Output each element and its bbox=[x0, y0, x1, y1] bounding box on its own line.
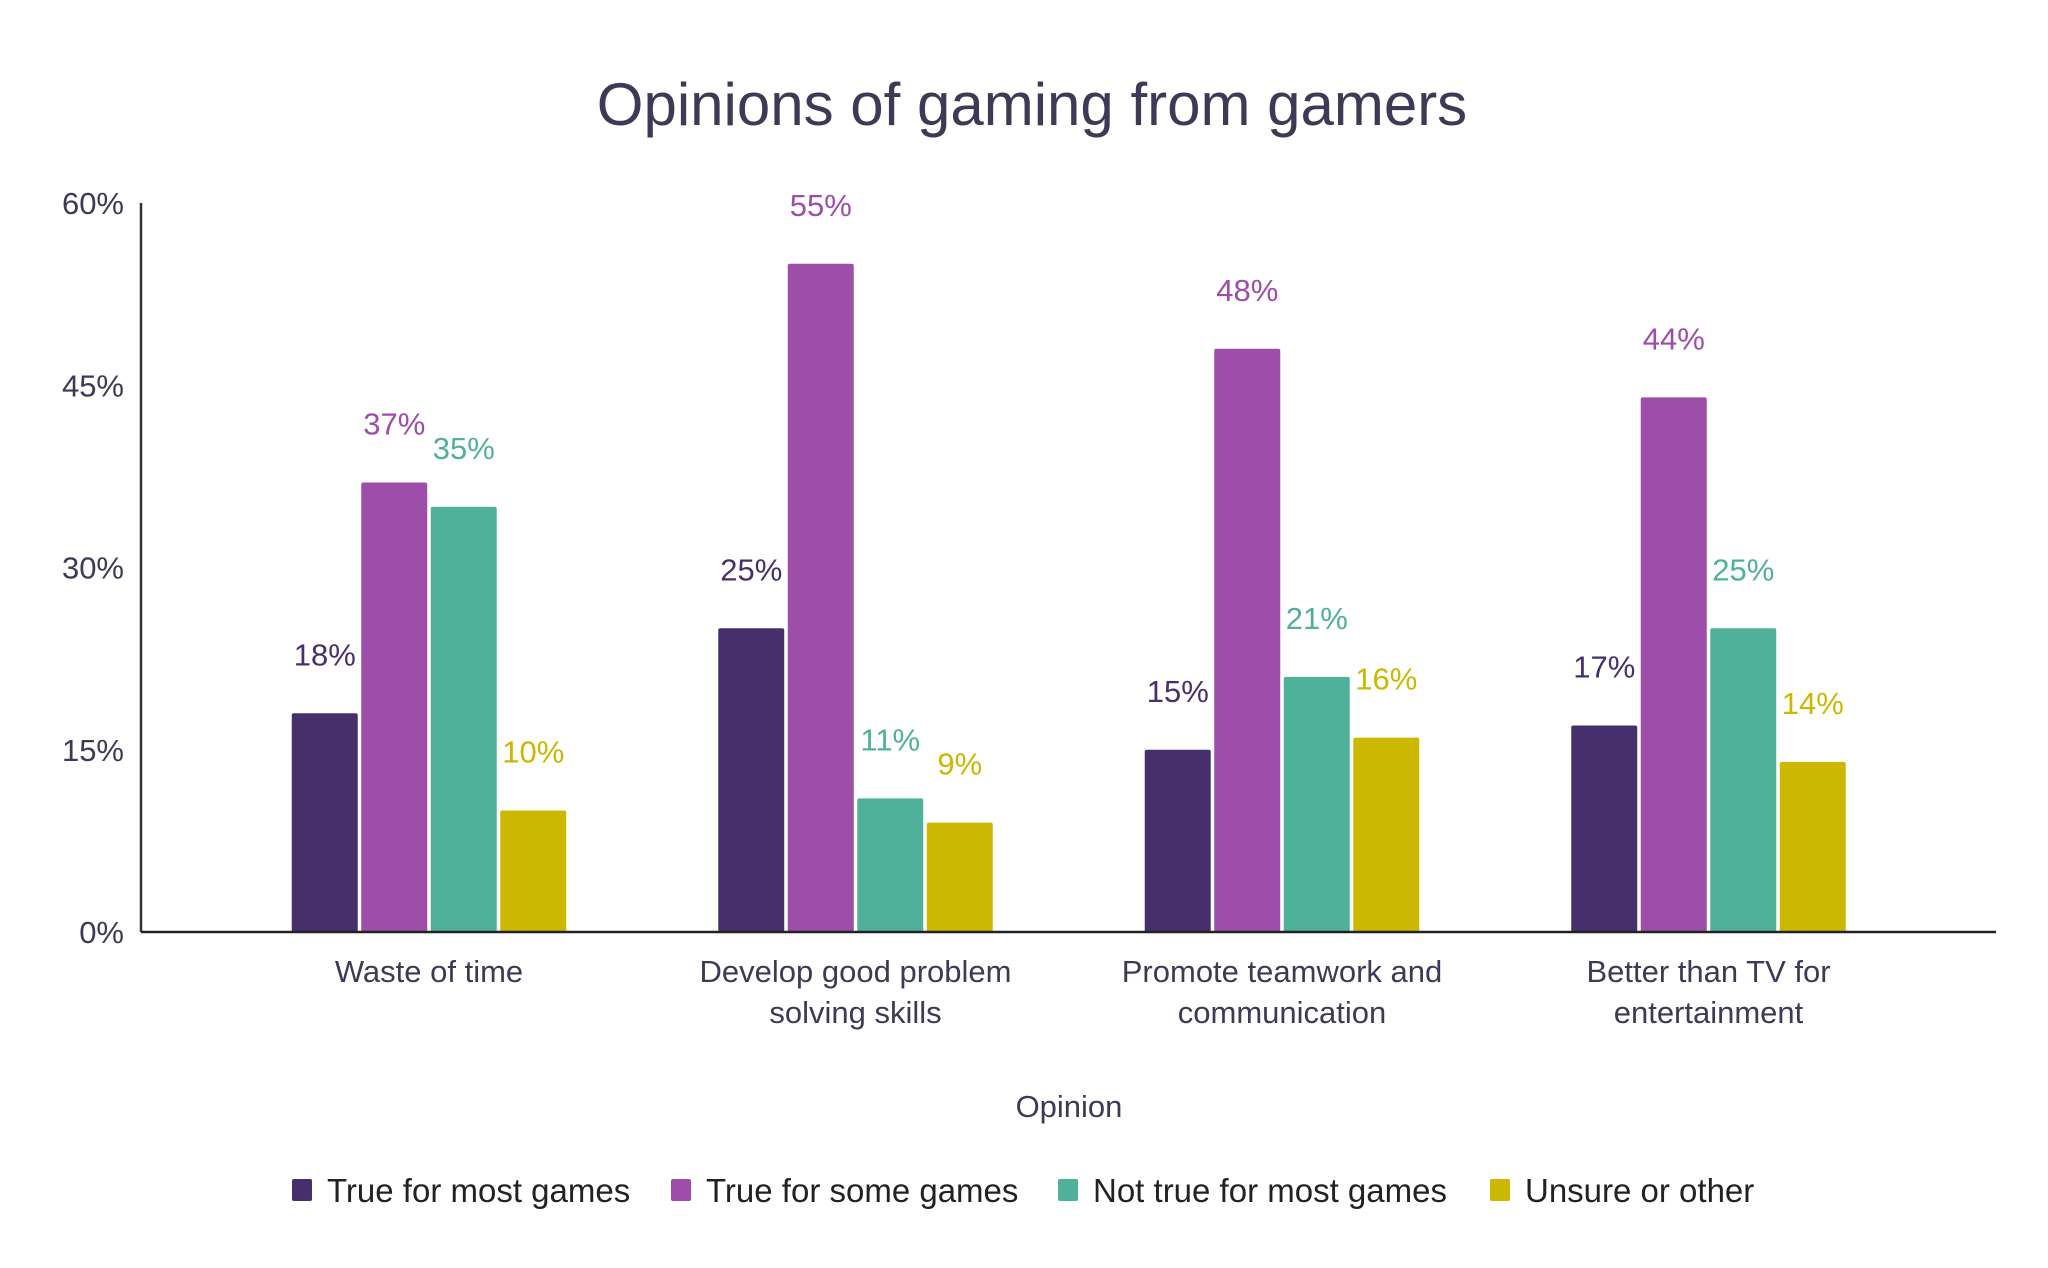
x-tick-label: entertainment bbox=[1614, 995, 1804, 1030]
legend-item: Unsure or other bbox=[1490, 1172, 1754, 1209]
legend-swatch bbox=[1490, 1179, 1510, 1201]
x-axis-categories: Waste of time Develop good problem solving… bbox=[335, 954, 1831, 1030]
legend-item: Not true for most games bbox=[1058, 1172, 1447, 1209]
y-tick-label: 0% bbox=[79, 915, 124, 950]
legend-label: Not true for most games bbox=[1093, 1172, 1447, 1209]
bar bbox=[926, 822, 993, 932]
bar bbox=[787, 263, 854, 932]
data-label: 11% bbox=[860, 722, 920, 757]
x-axis-label: Opinion bbox=[1016, 1089, 1123, 1124]
legend-item: True for some games bbox=[671, 1172, 1018, 1209]
bar bbox=[1779, 761, 1846, 932]
legend: True for most games True for some games No… bbox=[292, 1172, 1754, 1209]
data-label: 25% bbox=[720, 552, 782, 587]
chart-title: Opinions of gaming from gamers bbox=[597, 71, 1467, 138]
y-tick-label: 30% bbox=[62, 551, 124, 586]
x-tick-label: solving skills bbox=[769, 995, 941, 1030]
y-tick-label: 15% bbox=[62, 733, 124, 768]
data-label: 44% bbox=[1643, 321, 1705, 356]
y-tick-label: 45% bbox=[62, 368, 124, 403]
data-label: 9% bbox=[937, 747, 982, 782]
y-tick-label: 60% bbox=[62, 186, 124, 221]
bar bbox=[1283, 676, 1350, 932]
data-label: 17% bbox=[1573, 649, 1635, 684]
bar bbox=[1353, 737, 1420, 932]
bar bbox=[1214, 348, 1281, 932]
x-tick-label: communication bbox=[1178, 995, 1386, 1030]
legend-swatch bbox=[671, 1179, 691, 1201]
data-label: 35% bbox=[433, 431, 495, 466]
legend-label: True for most games bbox=[327, 1172, 630, 1209]
legend-swatch bbox=[1058, 1179, 1078, 1201]
data-label: 15% bbox=[1147, 674, 1209, 709]
data-label: 10% bbox=[502, 735, 564, 770]
data-label: 48% bbox=[1216, 273, 1278, 308]
bars bbox=[291, 263, 1846, 932]
bar bbox=[718, 628, 785, 932]
data-label: 16% bbox=[1355, 662, 1417, 697]
bar bbox=[857, 798, 924, 932]
bar bbox=[291, 713, 358, 932]
legend-swatch bbox=[292, 1179, 312, 1201]
bar bbox=[1710, 628, 1777, 932]
bar bbox=[430, 506, 497, 932]
y-axis-ticks: 0% 15% 30% 45% 60% bbox=[62, 186, 124, 950]
data-labels: 18% 37%35% 10% 25% 55% 11% 9% 15% 48% 21%16% 17% 44… bbox=[294, 188, 1844, 782]
x-tick-label: Waste of time bbox=[335, 954, 523, 989]
bar bbox=[500, 810, 567, 932]
legend-label: Unsure or other bbox=[1525, 1172, 1754, 1209]
x-tick-label: Promote teamwork and bbox=[1122, 954, 1442, 989]
data-label: 21% bbox=[1286, 601, 1348, 636]
data-label: 55% bbox=[790, 188, 852, 223]
x-tick-label: Develop good problem bbox=[700, 954, 1012, 989]
data-label: 37% bbox=[363, 406, 425, 441]
legend-label: True for some games bbox=[706, 1172, 1018, 1209]
bar bbox=[1144, 749, 1211, 932]
bar bbox=[361, 482, 428, 932]
data-label: 18% bbox=[294, 637, 356, 672]
bar bbox=[1640, 397, 1707, 932]
data-label: 25% bbox=[1712, 552, 1774, 587]
legend-item: True for most games bbox=[292, 1172, 630, 1209]
data-label: 14% bbox=[1782, 686, 1844, 721]
x-tick-label: Better than TV for bbox=[1586, 954, 1830, 989]
bar bbox=[1571, 725, 1638, 932]
